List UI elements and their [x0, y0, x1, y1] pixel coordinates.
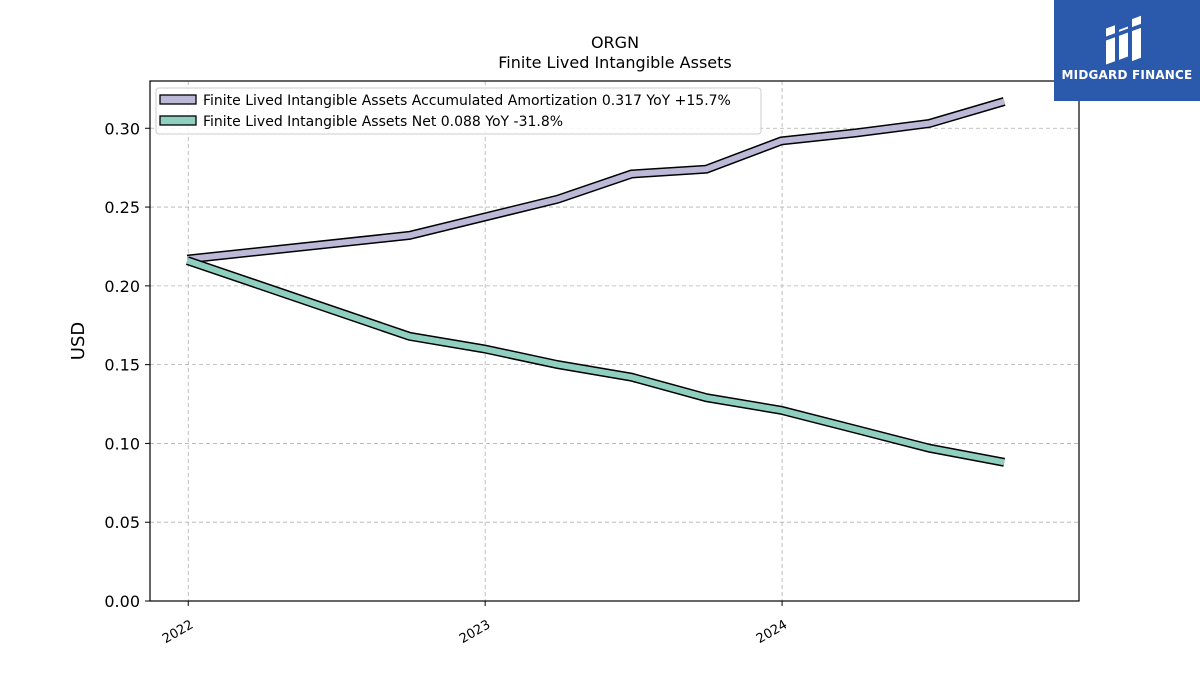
y-tick-label: 0.20	[104, 277, 140, 296]
chart-title: ORGN	[591, 33, 639, 52]
legend-swatch-net	[159, 115, 197, 126]
y-tick-label: 0.05	[104, 513, 140, 532]
legend-label-net: Finite Lived Intangible Assets Net 0.088…	[203, 114, 563, 130]
series-line-amortization	[187, 98, 1006, 263]
x-tick-label: 2022	[160, 617, 196, 647]
legend-swatch-amortization	[159, 94, 197, 105]
midgard-logo-icon	[1104, 15, 1150, 65]
series-line-outline-net	[185, 256, 1006, 467]
y-axis-label: USD	[68, 322, 89, 360]
chart-subtitle: Finite Lived Intangible Assets	[498, 53, 731, 72]
legend-box	[155, 87, 762, 135]
y-tick-label: 0.00	[104, 592, 140, 611]
y-axis: 0.00 0.05 0.10 0.15 0.20 0.25 0.30	[104, 119, 150, 611]
series-group	[185, 97, 1006, 467]
x-axis: 2022 2023 2024	[160, 601, 790, 647]
plot-frame	[149, 80, 1080, 602]
x-tick-label: 2024	[754, 617, 790, 647]
legend-label-amortization: Finite Lived Intangible Assets Accumulat…	[203, 93, 731, 109]
series-line-net	[186, 257, 1005, 466]
y-tick-label: 0.15	[104, 356, 140, 375]
y-tick-label: 0.10	[104, 434, 140, 453]
y-tick-label: 0.25	[104, 198, 140, 217]
legend: Finite Lived Intangible Assets Accumulat…	[155, 87, 762, 135]
logo-text: MIDGARD FINANCE	[1061, 68, 1193, 82]
x-tick-label: 2023	[457, 617, 493, 647]
midgard-finance-logo: MIDGARD FINANCE	[1054, 0, 1200, 101]
grid	[150, 81, 1079, 601]
y-tick-label: 0.30	[104, 119, 140, 138]
